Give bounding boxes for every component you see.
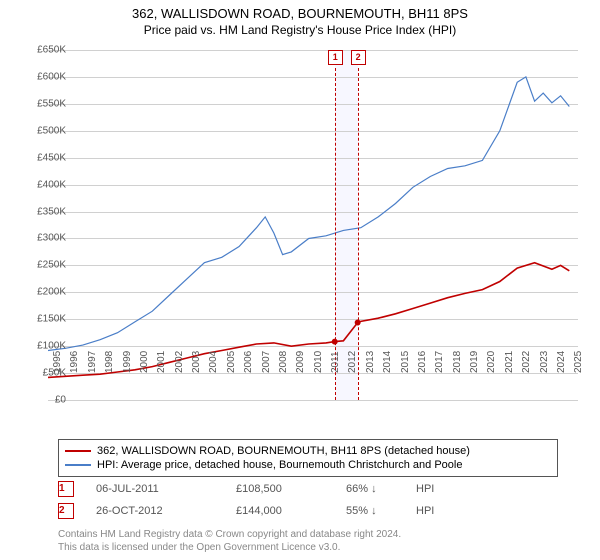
x-tick-label: 2013: [365, 343, 376, 373]
y-tick-label: £200K: [26, 287, 66, 298]
x-tick-label: 2014: [382, 343, 393, 373]
x-tick-label: 2007: [261, 343, 272, 373]
legend-label: 362, WALLISDOWN ROAD, BOURNEMOUTH, BH11 …: [97, 445, 470, 457]
x-tick-label: 2008: [278, 343, 289, 373]
x-tick-label: 2006: [243, 343, 254, 373]
y-tick-label: £350K: [26, 206, 66, 217]
row-vs: HPI: [416, 483, 434, 495]
x-tick-label: 2000: [139, 343, 150, 373]
legend-label: HPI: Average price, detached house, Bour…: [97, 459, 462, 471]
sales-table: 1 06-JUL-2011£108,50066% ↓HPI 2 26-OCT-2012…: [58, 478, 434, 522]
x-tick-label: 2001: [156, 343, 167, 373]
y-tick-label: £650K: [26, 45, 66, 56]
x-tick-label: 2023: [539, 343, 550, 373]
x-tick-label: 2020: [486, 343, 497, 373]
row-marker: 1: [58, 481, 74, 497]
x-tick-label: 2003: [191, 343, 202, 373]
footer-attribution: Contains HM Land Registry data © Crown c…: [58, 528, 401, 554]
y-tick-label: £0: [26, 395, 66, 406]
marker-box: 2: [351, 50, 366, 65]
x-tick-label: 2017: [434, 343, 445, 373]
x-tick-label: 2019: [469, 343, 480, 373]
footer-line2: This data is licensed under the Open Gov…: [58, 541, 401, 554]
chart-subtitle: Price paid vs. HM Land Registry's House …: [0, 23, 600, 37]
y-tick-label: £300K: [26, 233, 66, 244]
x-tick-label: 2016: [417, 343, 428, 373]
y-tick-label: £250K: [26, 260, 66, 271]
row-pct: 66% ↓: [346, 483, 416, 495]
x-tick-label: 1999: [122, 343, 133, 373]
y-tick-label: £450K: [26, 152, 66, 163]
y-tick-label: £550K: [26, 98, 66, 109]
legend-swatch: [65, 450, 91, 452]
x-tick-label: 2010: [313, 343, 324, 373]
x-tick-label: 2025: [573, 343, 584, 373]
x-tick-label: 1995: [52, 343, 63, 373]
legend: 362, WALLISDOWN ROAD, BOURNEMOUTH, BH11 …: [58, 439, 558, 477]
chart-title: 362, WALLISDOWN ROAD, BOURNEMOUTH, BH11 …: [0, 0, 600, 21]
row-price: £144,000: [236, 505, 346, 517]
x-tick-label: 2021: [504, 343, 515, 373]
legend-row: HPI: Average price, detached house, Bour…: [65, 458, 551, 472]
x-tick-label: 2012: [347, 343, 358, 373]
x-tick-label: 2018: [452, 343, 463, 373]
x-tick-label: 1998: [104, 343, 115, 373]
marker-box: 1: [328, 50, 343, 65]
x-tick-label: 2009: [295, 343, 306, 373]
legend-swatch: [65, 464, 91, 466]
series-hpi: [48, 77, 569, 351]
row-date: 26-OCT-2012: [96, 505, 236, 517]
x-tick-label: 1996: [69, 343, 80, 373]
row-vs: HPI: [416, 505, 434, 517]
y-tick-label: £400K: [26, 179, 66, 190]
x-tick-label: 1997: [87, 343, 98, 373]
x-tick-label: 2002: [174, 343, 185, 373]
y-tick-label: £150K: [26, 314, 66, 325]
table-row: 2 26-OCT-2012£144,00055% ↓HPI: [58, 500, 434, 522]
x-tick-label: 2011: [330, 343, 341, 373]
footer-line1: Contains HM Land Registry data © Crown c…: [58, 528, 401, 541]
table-row: 1 06-JUL-2011£108,50066% ↓HPI: [58, 478, 434, 500]
x-tick-label: 2024: [556, 343, 567, 373]
gridline: [48, 400, 578, 401]
chart-container: 362, WALLISDOWN ROAD, BOURNEMOUTH, BH11 …: [0, 0, 600, 560]
row-price: £108,500: [236, 483, 346, 495]
legend-row: 362, WALLISDOWN ROAD, BOURNEMOUTH, BH11 …: [65, 444, 551, 458]
x-tick-label: 2015: [400, 343, 411, 373]
row-marker: 2: [58, 503, 74, 519]
x-tick-label: 2022: [521, 343, 532, 373]
row-pct: 55% ↓: [346, 505, 416, 517]
x-tick-label: 2004: [208, 343, 219, 373]
y-tick-label: £600K: [26, 71, 66, 82]
y-tick-label: £500K: [26, 125, 66, 136]
x-tick-label: 2005: [226, 343, 237, 373]
row-date: 06-JUL-2011: [96, 483, 236, 495]
